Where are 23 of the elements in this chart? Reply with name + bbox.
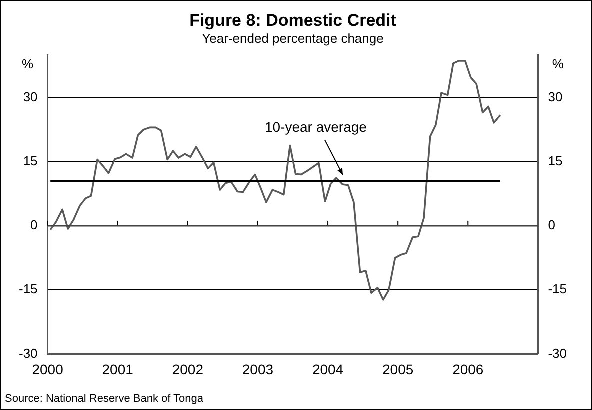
y2-axis-title: % bbox=[552, 56, 564, 72]
y-tick-label: -30 bbox=[18, 346, 38, 361]
x-tick-label: 2004 bbox=[312, 361, 344, 378]
y-tick-label: 0 bbox=[30, 218, 38, 233]
x-tick-label: 2000 bbox=[32, 361, 64, 378]
y-tick-label: 15 bbox=[23, 153, 38, 168]
x-tick-label: 2003 bbox=[242, 361, 274, 378]
y-tick-label: 30 bbox=[23, 89, 38, 104]
source-note: Source: National Reserve Bank of Tonga bbox=[5, 393, 204, 406]
y2-tick-label: 30 bbox=[548, 89, 563, 104]
x-tick-label: 2002 bbox=[172, 361, 204, 378]
x-tick-label: 2006 bbox=[452, 361, 484, 378]
chart-title: Figure 8: Domestic Credit bbox=[190, 10, 397, 30]
x-tick-label: 2001 bbox=[102, 361, 134, 378]
y-tick-label: -15 bbox=[18, 282, 38, 297]
ref-line-label: 10-year average bbox=[264, 118, 368, 135]
chart-subtitle: Year-ended percentage change bbox=[202, 30, 384, 46]
y2-tick-label: -15 bbox=[548, 282, 568, 297]
y2-tick-label: 15 bbox=[548, 153, 563, 168]
y-axis-title: % bbox=[22, 56, 34, 72]
x-tick-label: 2005 bbox=[382, 361, 414, 378]
y2-tick-label: 0 bbox=[548, 218, 556, 233]
y2-tick-label: -30 bbox=[548, 346, 568, 361]
